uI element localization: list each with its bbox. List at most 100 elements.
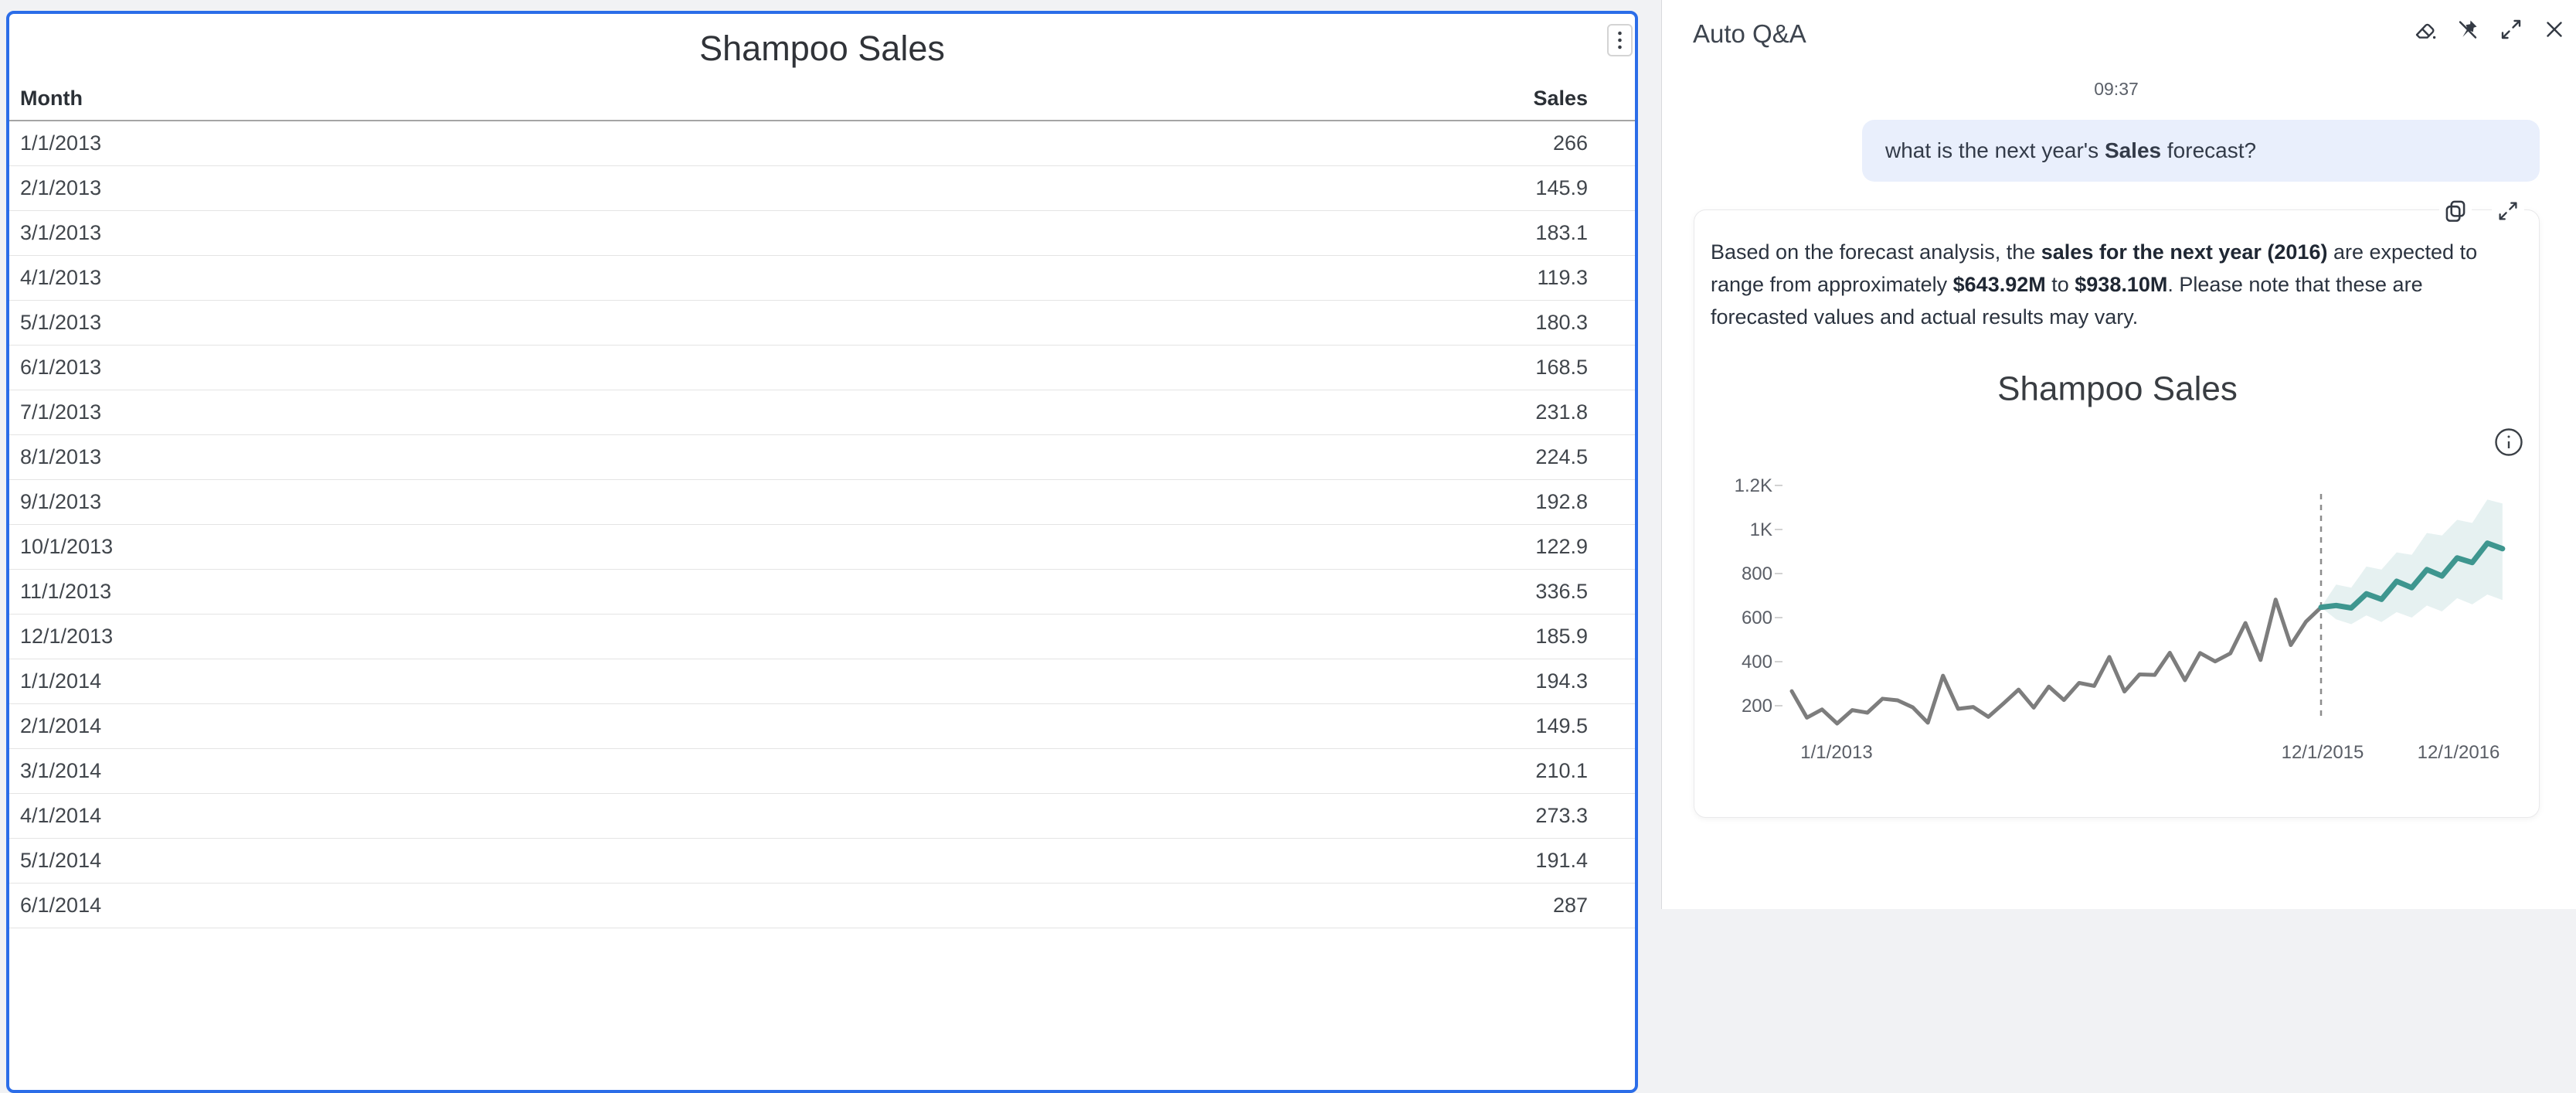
sales-cell: 210.1 xyxy=(1535,759,1588,782)
sales-cell: 119.3 xyxy=(1537,266,1588,289)
eraser-icon xyxy=(2415,23,2436,39)
table-header-row: Month Sales xyxy=(9,80,1635,116)
month-cell: 1/1/2013 xyxy=(20,131,102,155)
table-row[interactable]: 3/1/2014 210.1 xyxy=(9,749,1635,794)
table-row[interactable]: 4/1/2013 119.3 xyxy=(9,256,1635,301)
answer-card: Based on the forecast analysis, the sale… xyxy=(1694,209,2540,818)
table-row[interactable]: 5/1/2014 191.4 xyxy=(9,839,1635,884)
auto-qa-panel: Auto Q&A 09:37 what is the n xyxy=(1661,0,2576,909)
panel-toolbar xyxy=(2411,15,2568,43)
table-row[interactable]: 12/1/2013 185.9 xyxy=(9,615,1635,659)
month-cell: 1/1/2014 xyxy=(20,669,102,693)
month-cell: 4/1/2013 xyxy=(20,266,102,289)
y-tick-label: 200 xyxy=(1742,696,1772,717)
close-icon xyxy=(2547,22,2562,37)
sales-cell: 287 xyxy=(1552,894,1588,917)
text-segment: what is the next year's xyxy=(1885,138,2105,162)
text-segment: . Please note that these are forecasted … xyxy=(1711,273,2423,329)
expand-arrows-icon xyxy=(2499,202,2517,220)
actual-series-line xyxy=(1789,598,2323,726)
table-row[interactable]: 8/1/2013 224.5 xyxy=(9,435,1635,480)
x-tick-label: 12/1/2015 xyxy=(2282,742,2364,763)
table-body: 1/1/2013 266 2/1/2013 145.9 3/1/2013 183.1 4/1… xyxy=(9,121,1635,1090)
text-segment: sales for the next year (2016) xyxy=(2041,240,2328,264)
month-cell: 6/1/2013 xyxy=(20,356,102,379)
panel-title: Auto Q&A xyxy=(1693,19,1806,48)
y-tick-label: 800 xyxy=(1742,564,1772,584)
text-segment: to xyxy=(2045,273,2075,296)
sales-cell: 149.5 xyxy=(1535,714,1588,737)
table-row[interactable]: 6/1/2013 168.5 xyxy=(9,346,1635,390)
kebab-menu-icon xyxy=(1618,31,1622,49)
sales-cell: 185.9 xyxy=(1535,625,1588,648)
sales-cell: 192.8 xyxy=(1535,490,1588,513)
table-row[interactable]: 11/1/2013 336.5 xyxy=(9,570,1635,615)
table-title: Shampoo Sales xyxy=(699,29,945,68)
expand-panel-button[interactable] xyxy=(2497,15,2525,43)
sales-cell: 273.3 xyxy=(1535,804,1588,827)
forecast-chart: Shampoo Sales 200 400 600 800 1K 1.2K 1/1/2013 1… xyxy=(1735,370,2523,763)
y-tick-label: 400 xyxy=(1742,652,1772,672)
sales-cell: 336.5 xyxy=(1535,580,1588,603)
table-row[interactable]: 3/1/2013 183.1 xyxy=(9,211,1635,256)
sales-cell: 180.3 xyxy=(1535,311,1588,334)
month-cell: 10/1/2013 xyxy=(20,535,114,558)
clear-chat-button[interactable] xyxy=(2411,15,2438,43)
table-row[interactable]: 6/1/2014 287 xyxy=(9,884,1635,928)
forecast-series-line xyxy=(2318,540,2506,611)
table-row[interactable]: 1/1/2013 266 xyxy=(9,121,1635,166)
x-tick-label: 1/1/2013 xyxy=(1800,742,1872,763)
text-segment: Sales xyxy=(2104,138,2162,162)
table-row[interactable]: 10/1/2013 122.9 xyxy=(9,525,1635,570)
close-panel-button[interactable] xyxy=(2540,15,2568,43)
month-cell: 6/1/2014 xyxy=(20,894,102,917)
more-options-button[interactable] xyxy=(1607,24,1633,56)
table-row[interactable]: 2/1/2013 145.9 xyxy=(9,166,1635,211)
sales-cell: 145.9 xyxy=(1535,176,1588,199)
month-cell: 8/1/2013 xyxy=(20,445,102,468)
month-cell: 12/1/2013 xyxy=(20,625,114,648)
text-segment: $938.10M xyxy=(2075,273,2168,296)
column-header-sales: Sales xyxy=(1533,87,1588,110)
y-tick-label: 600 xyxy=(1742,608,1772,628)
month-cell: 7/1/2013 xyxy=(20,400,102,424)
table-row[interactable]: 4/1/2014 273.3 xyxy=(9,794,1635,839)
sales-cell: 168.5 xyxy=(1535,356,1588,379)
month-cell: 2/1/2014 xyxy=(20,714,102,737)
sales-cell: 191.4 xyxy=(1535,849,1588,872)
answer-actions xyxy=(2439,195,2524,227)
text-segment: $643.92M xyxy=(1952,273,2046,296)
table-row[interactable]: 7/1/2013 231.8 xyxy=(9,390,1635,435)
sales-cell: 231.8 xyxy=(1535,400,1588,424)
table-visual-card[interactable]: Shampoo Sales Month Sales 1/1/2013 266 2/1… xyxy=(6,11,1638,1093)
column-header-month: Month xyxy=(20,87,83,110)
info-icon[interactable] xyxy=(2495,428,2523,456)
text-segment: forecast? xyxy=(2161,138,2257,162)
month-cell: 9/1/2013 xyxy=(20,490,102,513)
month-cell: 5/1/2014 xyxy=(20,849,102,872)
x-tick-label: 12/1/2016 xyxy=(2418,742,2500,763)
sales-cell: 194.3 xyxy=(1535,669,1588,693)
expand-arrows-icon xyxy=(2501,19,2521,39)
text-segment: Based on the forecast analysis, the xyxy=(1711,240,2041,264)
expand-answer-button[interactable] xyxy=(2492,195,2524,227)
chart-title: Shampoo Sales xyxy=(1997,370,2238,408)
sales-cell: 122.9 xyxy=(1535,535,1588,558)
month-cell: 4/1/2014 xyxy=(20,804,102,827)
sales-cell: 266 xyxy=(1552,131,1588,155)
month-cell: 3/1/2013 xyxy=(20,221,102,244)
answer-text: Based on the forecast analysis, the sale… xyxy=(1711,236,2524,333)
table-row[interactable]: 5/1/2013 180.3 xyxy=(9,301,1635,346)
month-cell: 2/1/2013 xyxy=(20,176,102,199)
month-cell: 5/1/2013 xyxy=(20,311,102,334)
unpin-button[interactable] xyxy=(2454,15,2482,43)
table-row[interactable]: 2/1/2014 149.5 xyxy=(9,704,1635,749)
month-cell: 3/1/2014 xyxy=(20,759,102,782)
copy-answer-button[interactable] xyxy=(2439,195,2472,227)
chat-timestamp: 09:37 xyxy=(2094,79,2139,99)
table-row[interactable]: 1/1/2014 194.3 xyxy=(9,659,1635,704)
text-segment: are expected to range from approximately xyxy=(1711,240,2478,296)
y-tick-label: 1K xyxy=(1750,519,1772,540)
table-row[interactable]: 9/1/2013 192.8 xyxy=(9,480,1635,525)
month-cell: 11/1/2013 xyxy=(20,580,112,603)
